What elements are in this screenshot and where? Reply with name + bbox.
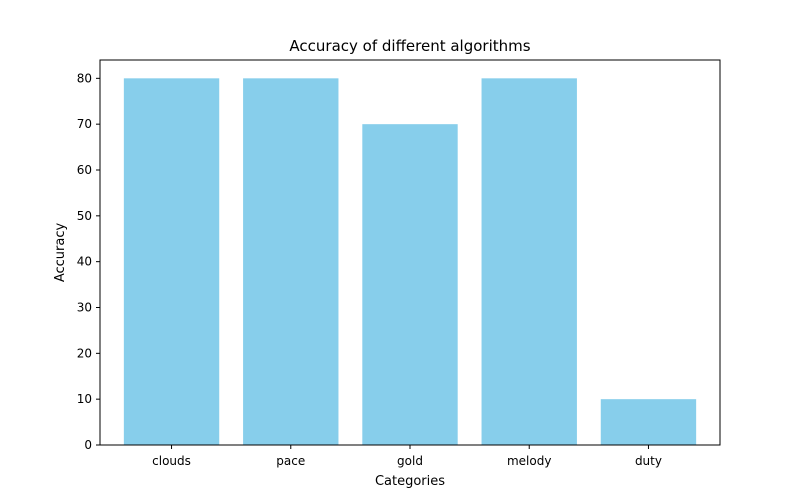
y-tick-label: 0 [84, 438, 92, 452]
y-tick-label: 10 [77, 392, 92, 406]
axes-frame [99, 59, 721, 446]
chart-title: Accuracy of different algorithms [289, 37, 530, 55]
y-tick-label: 30 [77, 301, 92, 315]
bar-pace [243, 78, 339, 445]
y-axis-label: Accuracy [53, 223, 68, 283]
y-tick-label: 20 [77, 346, 92, 360]
y-tick-label: 60 [77, 163, 92, 177]
x-tick-label: gold [397, 454, 423, 468]
x-axis-label: Categories [375, 474, 445, 489]
y-tick-label: 70 [77, 117, 92, 131]
bar-gold [362, 124, 458, 446]
bar-melody [481, 78, 577, 445]
y-tick-label: 80 [77, 71, 92, 85]
y-axis-ticks: 0 10 20 30 40 50 60 70 80 [77, 71, 100, 452]
bar-duty [600, 399, 697, 445]
y-tick-label: 50 [77, 209, 92, 223]
x-tick-label: melody [507, 454, 551, 468]
x-tick-label: duty [635, 454, 662, 468]
x-axis-ticks: clouds pace gold melody duty [152, 445, 662, 468]
bars-group [123, 78, 697, 446]
y-tick-label: 40 [77, 255, 92, 269]
x-tick-label: clouds [152, 454, 191, 468]
bar-clouds [123, 78, 220, 445]
x-tick-label: pace [276, 454, 305, 468]
